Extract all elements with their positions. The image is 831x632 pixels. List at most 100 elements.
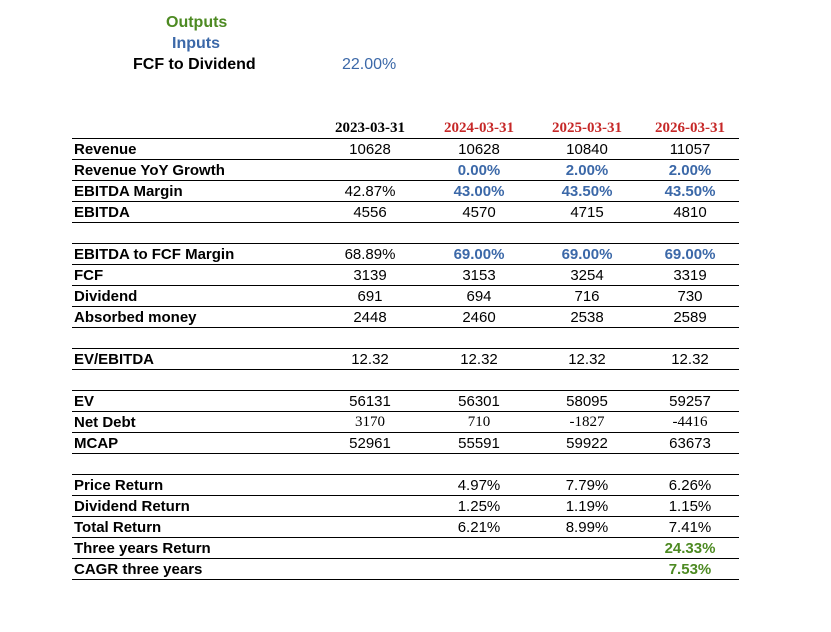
table-row-total-return: Total Return 6.21% 8.99% 7.41%: [72, 517, 739, 538]
cell: 59257: [669, 393, 711, 410]
table-row-ebitda-fcf-margin: EBITDA to FCF Margin 68.89% 69.00% 69.00…: [72, 244, 739, 265]
cell: 68.89%: [344, 246, 396, 263]
cell: 2460: [462, 309, 496, 326]
cell: 56301: [458, 393, 500, 410]
row-label: Revenue: [74, 141, 137, 158]
input-cell[interactable]: 43.50%: [561, 183, 613, 200]
cell: 2538: [570, 309, 604, 326]
cell: 2589: [673, 309, 707, 326]
cell: 6.21%: [457, 519, 501, 536]
cell: 3254: [570, 267, 604, 284]
cell: 3153: [462, 267, 496, 284]
cell: 10840: [566, 141, 608, 158]
table-row-net-debt: Net Debt 3170 710 -1827 -4416: [72, 412, 739, 433]
table-row-price-return: Price Return 4.97% 7.79% 6.26%: [72, 475, 739, 496]
cell: 11057: [669, 141, 711, 158]
cell: 55591: [458, 435, 500, 452]
table-row-dividend-return: Dividend Return 1.25% 1.19% 1.15%: [72, 496, 739, 517]
cell: 1.19%: [565, 498, 609, 515]
column-header-2025: 2025-03-31: [552, 120, 622, 136]
row-label: Dividend Return: [74, 498, 190, 515]
row-label: Net Debt: [74, 414, 136, 431]
spacer-row: [72, 454, 739, 475]
cell: 7.41%: [668, 519, 712, 536]
table-row-revenue-yoy: Revenue YoY Growth 0.00% 2.00% 2.00%: [72, 160, 739, 181]
cell: 4715: [570, 204, 604, 221]
cell: 730: [677, 288, 703, 305]
row-label: Revenue YoY Growth: [74, 162, 225, 179]
cell: 2448: [353, 309, 387, 326]
input-cell[interactable]: 2.00%: [565, 162, 609, 179]
cell: 4556: [353, 204, 387, 221]
input-cell[interactable]: 2.00%: [668, 162, 712, 179]
output-cell: 24.33%: [664, 540, 716, 557]
header-row: 2023-03-31 2024-03-31 2025-03-31 2026-03…: [72, 118, 739, 139]
row-label: Total Return: [74, 519, 162, 536]
cell: 10628: [458, 141, 500, 158]
row-label: MCAP: [74, 435, 119, 452]
column-header-2024: 2024-03-31: [444, 120, 514, 136]
cell: 56131: [349, 393, 391, 410]
row-label: EV/EBITDA: [74, 351, 155, 368]
cell: [315, 517, 425, 538]
row-label: EBITDA Margin: [74, 183, 183, 200]
input-cell[interactable]: 69.00%: [453, 246, 505, 263]
cell: 3319: [673, 267, 707, 284]
cell: 58095: [566, 393, 608, 410]
row-label: Three years Return: [74, 540, 211, 557]
cell: -4416: [672, 414, 708, 430]
input-cell[interactable]: 69.00%: [561, 246, 613, 263]
table-row-dividend: Dividend 691 694 716 730: [72, 286, 739, 307]
row-label: Absorbed money: [74, 309, 197, 326]
cell: 12.32: [351, 351, 389, 368]
row-label: FCF: [74, 267, 104, 284]
cell: -1827: [569, 414, 605, 430]
cell: 4810: [673, 204, 707, 221]
row-label: EBITDA to FCF Margin: [74, 246, 235, 263]
cell: 694: [466, 288, 492, 305]
fcf-to-dividend-value[interactable]: 22.00%: [342, 56, 397, 73]
spacer-row: [72, 370, 739, 391]
cell: 691: [357, 288, 383, 305]
spacer-row: [72, 223, 739, 244]
cell: 12.32: [671, 351, 709, 368]
cell: 710: [467, 414, 491, 430]
outputs-legend: Outputs: [166, 14, 228, 31]
row-label: Price Return: [74, 477, 164, 494]
table-row-revenue: Revenue 10628 10628 10840 11057: [72, 139, 739, 160]
cell: 716: [574, 288, 600, 305]
table-row-three-years-return: Three years Return 24.33%: [72, 538, 739, 559]
cell: 52961: [349, 435, 391, 452]
cell: 59922: [566, 435, 608, 452]
input-cell[interactable]: 0.00%: [457, 162, 501, 179]
cell: 12.32: [568, 351, 606, 368]
table-row-mcap: MCAP 52961 55591 59922 63673: [72, 433, 739, 454]
cell: 7.79%: [565, 477, 609, 494]
table-row-ev: EV 56131 56301 58095 59257: [72, 391, 739, 412]
cell: 4.97%: [457, 477, 501, 494]
input-cell[interactable]: 43.50%: [664, 183, 716, 200]
table-row-ebitda: EBITDA 4556 4570 4715 4810: [72, 202, 739, 223]
input-cell[interactable]: 69.00%: [664, 246, 716, 263]
column-header-2023: 2023-03-31: [335, 120, 405, 136]
table-row-absorbed-money: Absorbed money 2448 2460 2538 2589: [72, 307, 739, 328]
cell: 63673: [669, 435, 711, 452]
cell: [315, 475, 425, 496]
row-label: Dividend: [74, 288, 138, 305]
cell: 10628: [349, 141, 391, 158]
cell: 1.15%: [668, 498, 712, 515]
financial-model-table: 2023-03-31 2024-03-31 2025-03-31 2026-03…: [72, 118, 739, 580]
cell: 8.99%: [565, 519, 609, 536]
cell: 4570: [462, 204, 496, 221]
spacer-row: [72, 328, 739, 349]
cell: 6.26%: [668, 477, 712, 494]
table-row-ebitda-margin: EBITDA Margin 42.87% 43.00% 43.50% 43.50…: [72, 181, 739, 202]
column-header-2026: 2026-03-31: [655, 120, 725, 136]
cell: 42.87%: [344, 183, 396, 200]
cell: 3139: [353, 267, 387, 284]
table-row-ev-ebitda: EV/EBITDA 12.32 12.32 12.32 12.32: [72, 349, 739, 370]
cell: 12.32: [460, 351, 498, 368]
input-cell[interactable]: 43.00%: [453, 183, 505, 200]
row-label: EV: [74, 393, 95, 410]
cell: [315, 160, 425, 181]
